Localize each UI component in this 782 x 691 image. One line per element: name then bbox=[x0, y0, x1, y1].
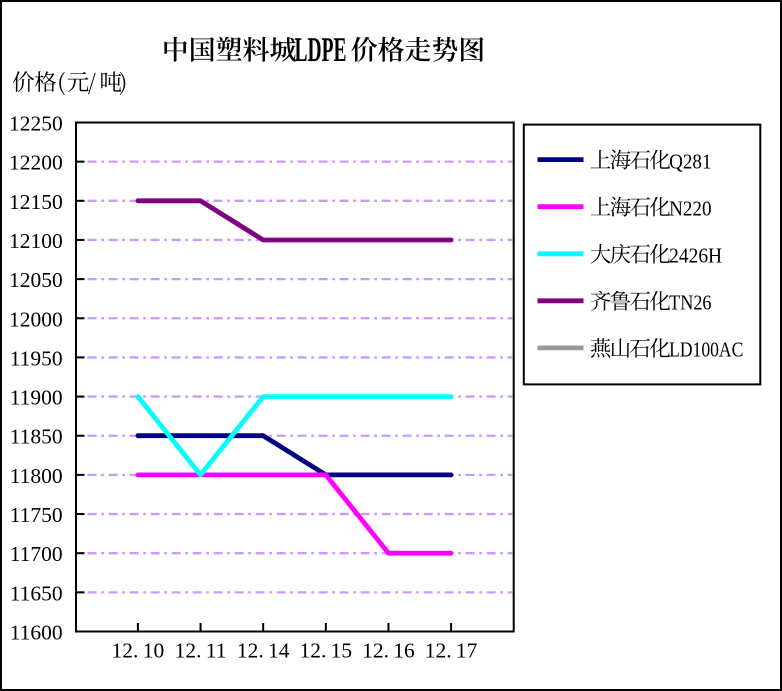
svg-text:12200: 12200 bbox=[9, 151, 63, 175]
svg-text:12. 14: 12. 14 bbox=[237, 638, 290, 662]
svg-text:12100: 12100 bbox=[9, 229, 63, 253]
svg-text:11800: 11800 bbox=[10, 464, 63, 488]
svg-text:11950: 11950 bbox=[10, 346, 63, 370]
svg-text:12. 10: 12. 10 bbox=[112, 638, 165, 662]
svg-text:N220: N220 bbox=[669, 196, 711, 220]
svg-text:LD100AC: LD100AC bbox=[669, 338, 743, 362]
svg-text:12. 16: 12. 16 bbox=[362, 638, 415, 662]
svg-text:11750: 11750 bbox=[10, 503, 63, 527]
svg-text:TN26: TN26 bbox=[669, 291, 712, 315]
svg-text:11600: 11600 bbox=[10, 621, 63, 645]
svg-text:12. 17: 12. 17 bbox=[425, 638, 478, 662]
svg-text:11900: 11900 bbox=[10, 386, 63, 410]
svg-text:11650: 11650 bbox=[10, 581, 63, 605]
svg-text:11700: 11700 bbox=[10, 542, 63, 566]
svg-text:12. 11: 12. 11 bbox=[175, 638, 227, 662]
svg-text:11850: 11850 bbox=[10, 425, 63, 449]
svg-text:12250: 12250 bbox=[9, 112, 63, 136]
svg-text:2426H: 2426H bbox=[669, 243, 722, 267]
svg-text:12000: 12000 bbox=[9, 307, 63, 331]
svg-text:12150: 12150 bbox=[9, 190, 63, 214]
svg-text:Q281: Q281 bbox=[669, 149, 711, 173]
svg-text:12. 15: 12. 15 bbox=[299, 638, 352, 662]
svg-text:12050: 12050 bbox=[9, 268, 63, 292]
